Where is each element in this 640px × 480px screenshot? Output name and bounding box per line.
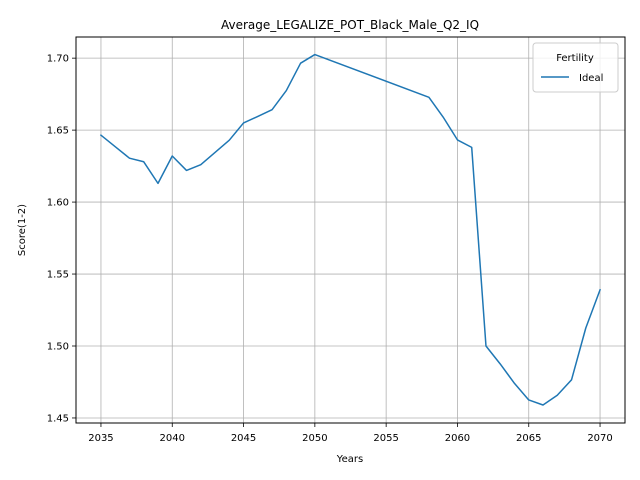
legend-title: Fertility (556, 53, 594, 64)
x-axis: 2035 2040 2045 2050 2055 2060 2065 2070 (88, 423, 613, 444)
y-tick-label: 1.65 (47, 126, 69, 137)
y-tick-label: 1.55 (47, 270, 69, 281)
x-tick-label: 2065 (516, 433, 541, 444)
legend-entry-ideal: Ideal (579, 73, 603, 84)
y-tick-label: 1.60 (47, 198, 69, 209)
chart-title: Average_LEGALIZE_POT_Black_Male_Q2_IQ (221, 18, 479, 32)
plot-frame (75, 36, 626, 424)
x-tick-label: 2055 (373, 433, 398, 444)
x-tick-label: 2070 (587, 433, 612, 444)
legend-box (532, 42, 619, 93)
y-axis-label: Score(1-2) (17, 204, 28, 256)
series-line-ideal (99, 53, 602, 406)
y-tick-label: 1.70 (47, 54, 69, 65)
x-axis-label: Years (336, 454, 363, 465)
grid (76, 37, 625, 423)
y-tick-label: 1.45 (47, 413, 69, 424)
x-tick-label: 2060 (445, 433, 470, 444)
x-tick-label: 2050 (302, 433, 327, 444)
legend: Fertility Ideal (532, 42, 619, 93)
y-tick-label: 1.50 (47, 342, 69, 353)
x-tick-label: 2045 (231, 433, 256, 444)
series-layer (99, 53, 602, 406)
y-axis: 1.45 1.50 1.55 1.60 1.65 1.70 (47, 54, 76, 424)
x-tick-label: 2035 (88, 433, 113, 444)
x-tick-label: 2040 (160, 433, 185, 444)
